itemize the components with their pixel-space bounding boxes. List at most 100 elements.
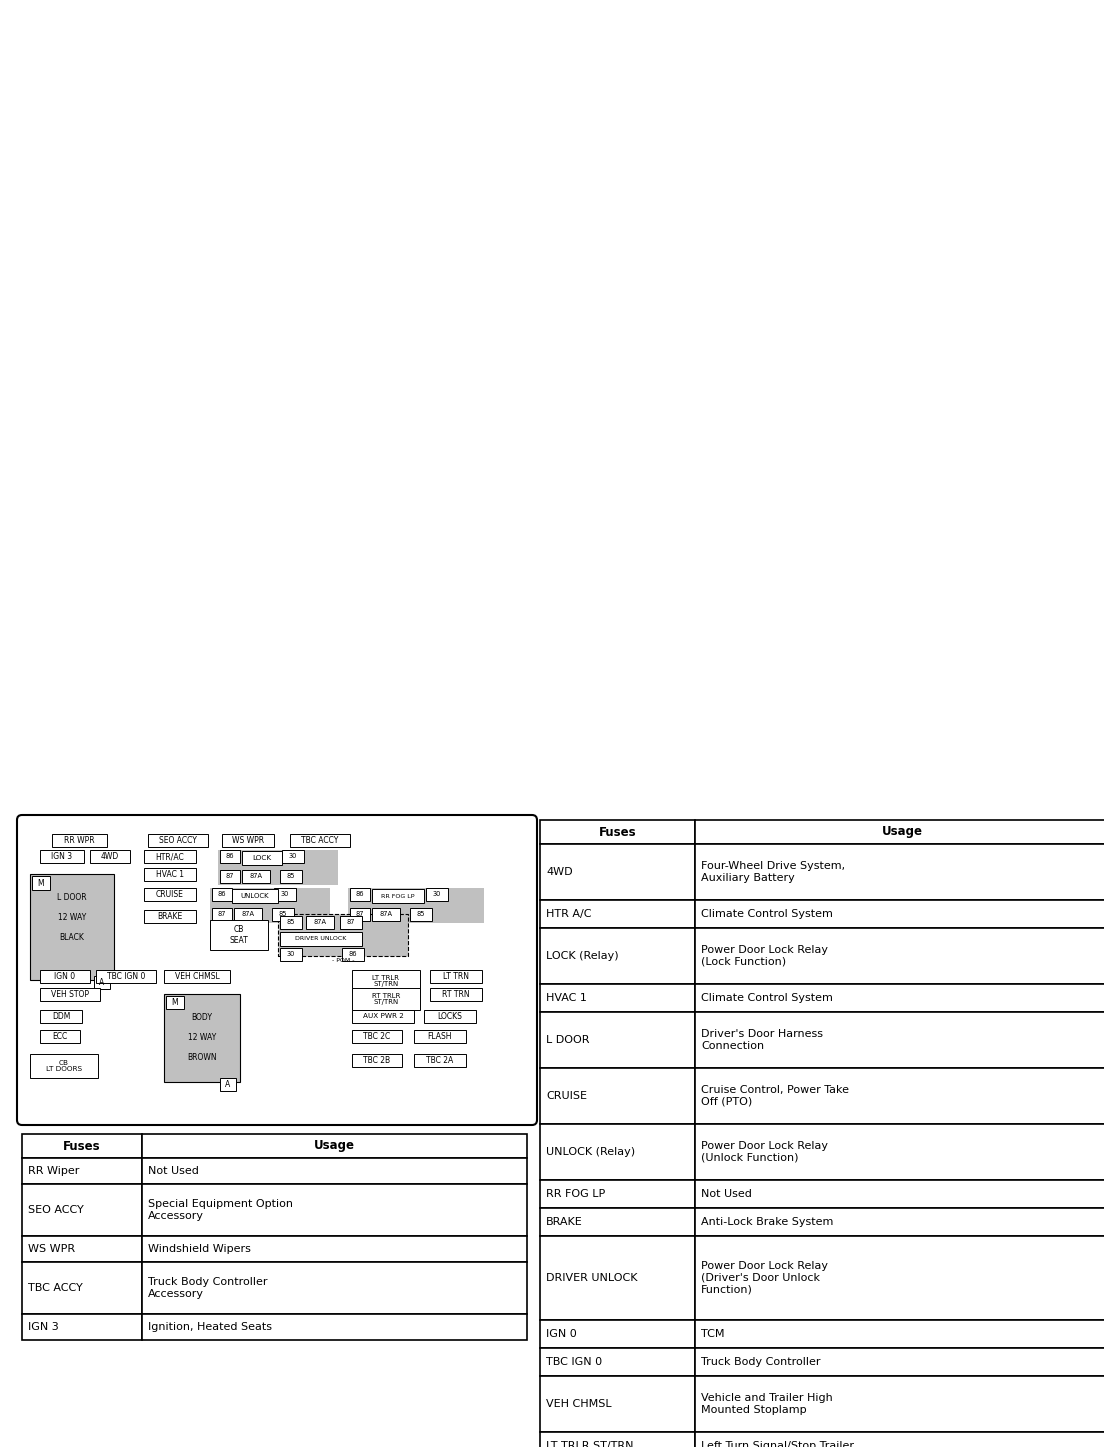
Text: 30: 30 bbox=[287, 952, 295, 958]
Text: BRAKE: BRAKE bbox=[158, 912, 182, 920]
Text: Anti-Lock Brake System: Anti-Lock Brake System bbox=[701, 1217, 834, 1227]
Text: IGN 3: IGN 3 bbox=[52, 852, 73, 861]
Bar bbox=[166, 996, 184, 1009]
Bar bbox=[306, 916, 335, 929]
Text: 30: 30 bbox=[433, 891, 442, 897]
Text: TBC ACCY: TBC ACCY bbox=[28, 1283, 83, 1294]
Bar bbox=[352, 1053, 402, 1066]
Bar bbox=[426, 888, 448, 901]
Bar bbox=[429, 988, 482, 1001]
Bar bbox=[142, 1236, 527, 1262]
Bar bbox=[144, 868, 197, 881]
Bar bbox=[340, 916, 362, 929]
Text: Power Door Lock Relay
(Lock Function): Power Door Lock Relay (Lock Function) bbox=[701, 945, 828, 967]
Bar bbox=[40, 988, 100, 1001]
Text: IGN 3: IGN 3 bbox=[28, 1323, 59, 1333]
Bar bbox=[272, 909, 294, 920]
Bar bbox=[164, 969, 230, 983]
Text: 87A: 87A bbox=[380, 912, 393, 917]
Text: BROWN: BROWN bbox=[188, 1053, 216, 1062]
Bar bbox=[144, 888, 197, 901]
Bar bbox=[414, 1030, 466, 1043]
Text: DRIVER UNLOCK: DRIVER UNLOCK bbox=[295, 936, 347, 942]
Bar bbox=[429, 969, 482, 983]
Text: UNLOCK (Relay): UNLOCK (Relay) bbox=[546, 1147, 635, 1158]
Bar bbox=[696, 928, 1104, 984]
Text: Four-Wheel Drive System,
Auxiliary Battery: Four-Wheel Drive System, Auxiliary Batte… bbox=[701, 861, 846, 883]
Text: IGN 0: IGN 0 bbox=[54, 972, 75, 981]
Text: Not Used: Not Used bbox=[148, 1166, 199, 1176]
Bar bbox=[540, 820, 696, 844]
Text: LOCK: LOCK bbox=[253, 855, 272, 861]
Bar bbox=[696, 1433, 1104, 1447]
Text: - POM -: - POM - bbox=[331, 958, 354, 964]
Text: CB
SEAT: CB SEAT bbox=[230, 926, 248, 945]
Text: VEH CHMSL: VEH CHMSL bbox=[174, 972, 220, 981]
Bar bbox=[410, 909, 432, 920]
Bar bbox=[242, 870, 270, 883]
Bar bbox=[696, 1376, 1104, 1433]
Text: TBC ACCY: TBC ACCY bbox=[301, 836, 339, 845]
Bar bbox=[222, 833, 274, 846]
Bar bbox=[540, 1349, 696, 1376]
Text: WS WPR: WS WPR bbox=[28, 1244, 75, 1255]
Bar bbox=[22, 1262, 142, 1314]
Bar bbox=[142, 1314, 527, 1340]
Bar bbox=[212, 909, 232, 920]
Text: 86: 86 bbox=[217, 891, 226, 897]
Text: 87: 87 bbox=[355, 912, 364, 917]
Bar bbox=[540, 1433, 696, 1447]
Bar bbox=[232, 888, 278, 903]
Text: Truck Body Controller: Truck Body Controller bbox=[701, 1357, 820, 1367]
FancyBboxPatch shape bbox=[17, 815, 537, 1124]
Bar bbox=[282, 849, 304, 862]
Bar bbox=[280, 932, 362, 946]
Text: Fuses: Fuses bbox=[63, 1139, 100, 1152]
Bar bbox=[696, 1011, 1104, 1068]
Bar bbox=[696, 844, 1104, 900]
Bar bbox=[372, 888, 424, 903]
Text: IGN 0: IGN 0 bbox=[546, 1328, 576, 1338]
Text: 12 WAY: 12 WAY bbox=[188, 1033, 216, 1042]
Bar bbox=[352, 988, 420, 1010]
Bar bbox=[32, 875, 50, 890]
Bar bbox=[414, 1053, 466, 1066]
Text: 30: 30 bbox=[289, 854, 297, 860]
Bar bbox=[212, 888, 232, 901]
Text: Power Door Lock Relay
(Unlock Function): Power Door Lock Relay (Unlock Function) bbox=[701, 1142, 828, 1163]
Text: BLACK: BLACK bbox=[60, 933, 84, 942]
Text: AUX PWR 2: AUX PWR 2 bbox=[362, 1013, 403, 1020]
Text: Usage: Usage bbox=[882, 825, 923, 838]
Bar bbox=[220, 870, 240, 883]
Bar bbox=[372, 909, 400, 920]
Bar bbox=[22, 1236, 142, 1262]
Text: Driver's Door Harness
Connection: Driver's Door Harness Connection bbox=[701, 1029, 822, 1051]
Text: Special Equipment Option
Accessory: Special Equipment Option Accessory bbox=[148, 1200, 293, 1221]
Text: Fuses: Fuses bbox=[598, 825, 636, 838]
Text: Power Door Lock Relay
(Driver's Door Unlock
Function): Power Door Lock Relay (Driver's Door Unl… bbox=[701, 1262, 828, 1295]
Text: Vehicle and Trailer High
Mounted Stoplamp: Vehicle and Trailer High Mounted Stoplam… bbox=[701, 1393, 832, 1415]
Bar bbox=[22, 1314, 142, 1340]
Text: M: M bbox=[38, 878, 44, 887]
Bar bbox=[540, 1376, 696, 1433]
Bar bbox=[142, 1184, 527, 1236]
Bar bbox=[696, 1124, 1104, 1179]
Bar bbox=[40, 969, 91, 983]
Text: CRUISE: CRUISE bbox=[156, 890, 184, 899]
Bar bbox=[342, 948, 364, 961]
Bar bbox=[40, 849, 84, 862]
Text: 12 WAY: 12 WAY bbox=[57, 913, 86, 923]
Bar bbox=[142, 1262, 527, 1314]
Text: 85: 85 bbox=[416, 912, 425, 917]
Bar bbox=[40, 1030, 79, 1043]
Bar bbox=[40, 1010, 82, 1023]
Bar bbox=[242, 851, 282, 865]
Text: RT TRLR
ST/TRN: RT TRLR ST/TRN bbox=[372, 993, 400, 1006]
Text: Ignition, Heated Seats: Ignition, Heated Seats bbox=[148, 1323, 272, 1333]
Bar bbox=[164, 994, 240, 1082]
Bar bbox=[144, 910, 197, 923]
Text: SEO ACCY: SEO ACCY bbox=[159, 836, 197, 845]
Text: BRAKE: BRAKE bbox=[546, 1217, 583, 1227]
Text: 87A: 87A bbox=[250, 874, 263, 880]
Text: 85: 85 bbox=[287, 874, 295, 880]
